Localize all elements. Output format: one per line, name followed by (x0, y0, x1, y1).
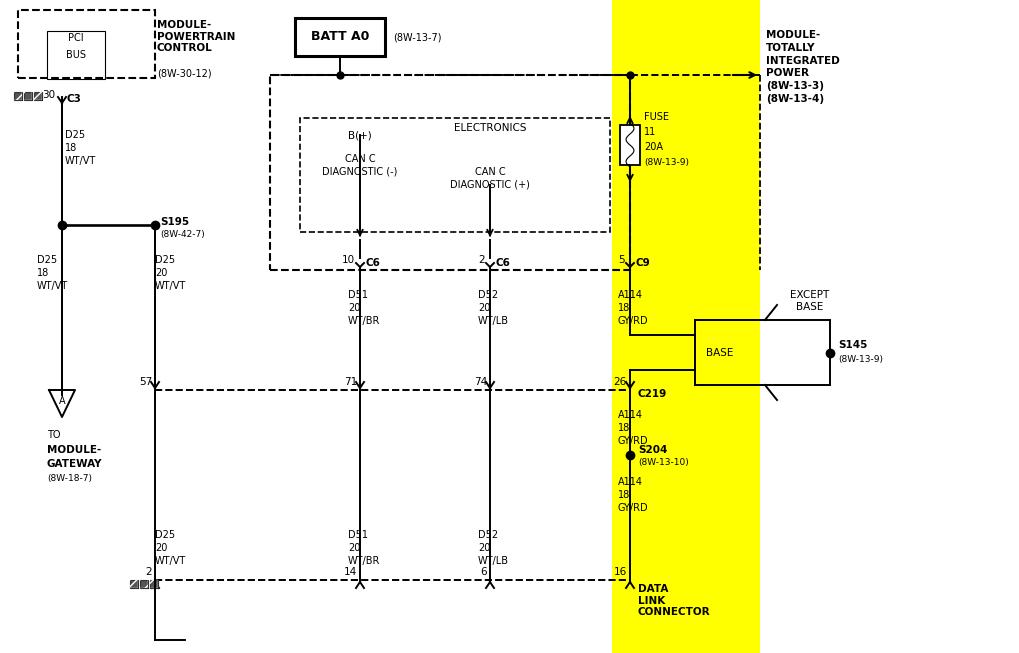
Text: C6: C6 (366, 258, 381, 268)
Bar (140, 580, 148, 588)
Text: 14: 14 (343, 567, 357, 577)
Text: 20: 20 (155, 268, 167, 278)
Bar (620, 125, 640, 165)
Text: (8W-13-10): (8W-13-10) (638, 458, 689, 468)
Text: GY/RD: GY/RD (618, 436, 649, 446)
Text: GY/RD: GY/RD (618, 316, 649, 326)
Text: 6: 6 (480, 567, 487, 577)
Text: (8W-13-9): (8W-13-9) (838, 355, 883, 364)
Bar (130, 580, 138, 588)
Text: 20: 20 (155, 543, 167, 553)
Text: MODULE-
TOTALLY
INTEGRATED
POWER
(8W-13-3)
(8W-13-4): MODULE- TOTALLY INTEGRATED POWER (8W-13-… (766, 30, 840, 104)
Text: 26: 26 (613, 377, 627, 387)
Text: FUSE: FUSE (644, 112, 669, 122)
Text: (8W-42-7): (8W-42-7) (160, 231, 205, 240)
Text: A114: A114 (618, 410, 643, 420)
Text: 20: 20 (348, 303, 361, 313)
Text: WT/VT: WT/VT (155, 281, 186, 291)
Text: 20A: 20A (644, 142, 663, 152)
Text: BUS: BUS (66, 50, 86, 60)
Text: B(+): B(+) (348, 130, 372, 140)
Text: TO: TO (47, 430, 60, 440)
Bar (34, 92, 42, 100)
Text: WT/LB: WT/LB (478, 556, 510, 566)
Text: S204: S204 (638, 445, 667, 455)
Text: (8W-13-7): (8W-13-7) (393, 32, 441, 42)
Text: D52: D52 (478, 530, 498, 540)
Text: 20: 20 (348, 543, 361, 553)
Text: WT/BR: WT/BR (348, 556, 380, 566)
Text: 16: 16 (613, 567, 627, 577)
Text: S195: S195 (160, 217, 190, 227)
Text: (8W-18-7): (8W-18-7) (47, 473, 92, 483)
Text: 2: 2 (146, 567, 152, 577)
Text: CAN C
DIAGNOSTIC (-): CAN C DIAGNOSTIC (-) (322, 154, 397, 176)
Text: WT/VT: WT/VT (65, 156, 96, 166)
Text: 10: 10 (342, 255, 355, 265)
Text: 20: 20 (478, 303, 490, 313)
Bar (150, 580, 158, 588)
Text: D52: D52 (478, 290, 498, 300)
Bar (130, 580, 138, 588)
Text: BATT A0: BATT A0 (311, 31, 369, 44)
Text: 74: 74 (474, 377, 487, 387)
Text: WT/BR: WT/BR (348, 316, 380, 326)
Text: PCI: PCI (68, 33, 84, 43)
Text: BASE: BASE (706, 347, 734, 357)
Text: 71: 71 (343, 377, 357, 387)
Text: D25: D25 (155, 255, 175, 265)
Text: 20: 20 (478, 543, 490, 553)
Text: ELECTRONICS: ELECTRONICS (453, 123, 526, 133)
Text: GY/RD: GY/RD (618, 503, 649, 513)
Text: 57: 57 (139, 377, 152, 387)
Text: WT/VT: WT/VT (37, 281, 68, 291)
Text: CAN C
DIAGNOSTIC (+): CAN C DIAGNOSTIC (+) (450, 167, 530, 189)
Text: S145: S145 (838, 340, 867, 351)
Text: C219: C219 (638, 389, 667, 399)
Text: D25: D25 (65, 130, 86, 140)
Text: 2: 2 (478, 255, 485, 265)
Bar (612, 0, 760, 653)
Bar (24, 92, 32, 100)
Text: C6: C6 (496, 258, 511, 268)
Text: 18: 18 (618, 303, 630, 313)
Bar (150, 580, 158, 588)
Text: DATA
LINK
CONNECTOR: DATA LINK CONNECTOR (638, 584, 710, 617)
Text: D25: D25 (37, 255, 57, 265)
Text: (8W-13-9): (8W-13-9) (644, 157, 689, 167)
Text: 18: 18 (618, 423, 630, 433)
Text: C3: C3 (67, 94, 82, 104)
Text: A114: A114 (618, 477, 643, 487)
Bar (140, 580, 148, 588)
Text: GATEWAY: GATEWAY (47, 459, 103, 469)
Bar (34, 92, 42, 100)
Text: 5: 5 (619, 255, 625, 265)
Text: D25: D25 (155, 530, 175, 540)
Bar (294, 18, 385, 56)
Text: D51: D51 (348, 290, 368, 300)
Text: 11: 11 (644, 127, 656, 137)
Text: 30: 30 (42, 90, 55, 100)
Text: 18: 18 (65, 143, 77, 153)
Text: C9: C9 (636, 258, 651, 268)
Text: 18: 18 (618, 490, 630, 500)
Text: D51: D51 (348, 530, 368, 540)
Text: A114: A114 (618, 290, 643, 300)
Bar (24, 92, 32, 100)
Text: 18: 18 (37, 268, 49, 278)
Text: (8W-30-12): (8W-30-12) (157, 68, 212, 78)
Text: WT/LB: WT/LB (478, 316, 510, 326)
Text: WT/VT: WT/VT (155, 556, 186, 566)
Text: EXCEPT
BASE: EXCEPT BASE (791, 291, 829, 312)
Text: MODULE-: MODULE- (47, 445, 101, 455)
Bar (14, 92, 22, 100)
Text: A: A (59, 396, 65, 406)
Text: MODULE-
POWERTRAIN
CONTROL: MODULE- POWERTRAIN CONTROL (157, 20, 235, 53)
Bar (14, 92, 22, 100)
